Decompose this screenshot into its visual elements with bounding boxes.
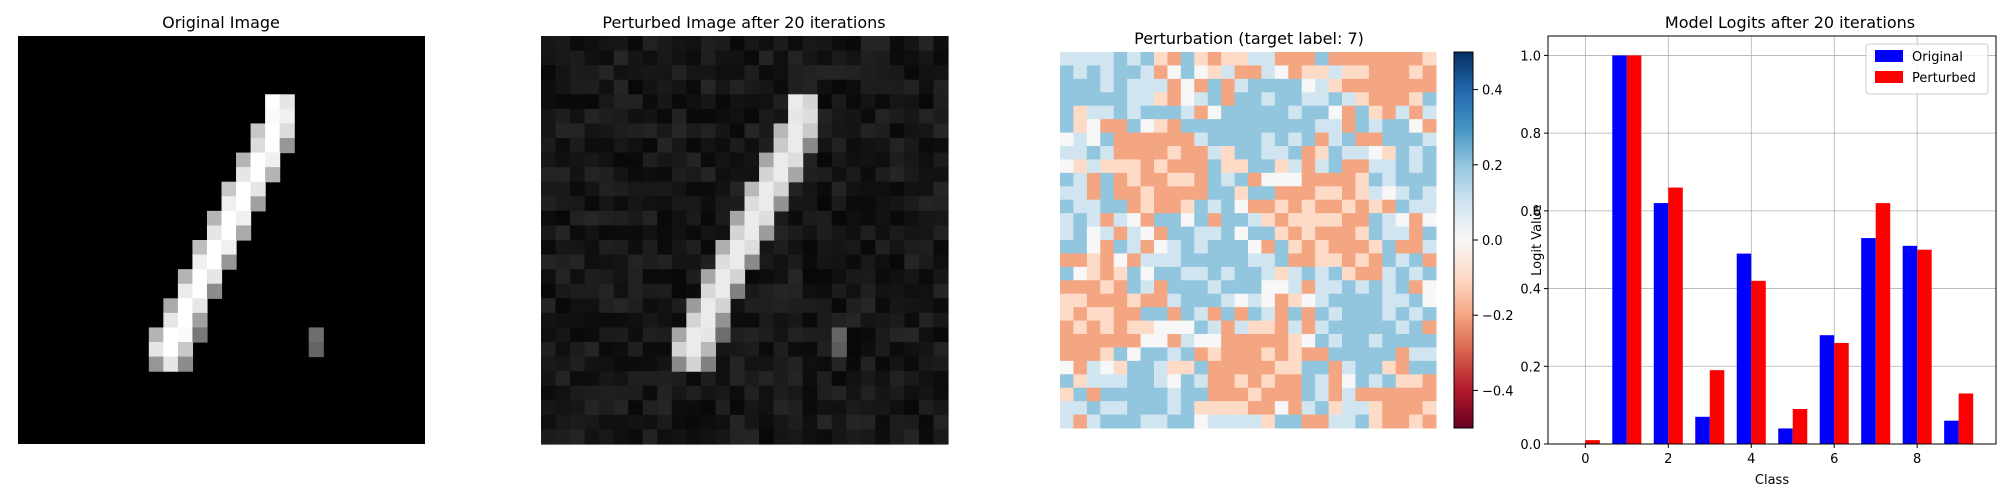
logits-chart-title: Model Logits after 20 iterations — [1665, 13, 1915, 32]
bar-perturbed-class-5 — [1792, 409, 1808, 444]
x-tick-label: 4 — [1747, 452, 1755, 467]
perturbation-title: Perturbation (target label: 7) — [1134, 29, 1364, 48]
legend-swatch-perturbed — [1875, 71, 1903, 83]
bar-original-class-1 — [1612, 55, 1627, 445]
legend-label-original: Original — [1912, 50, 1963, 65]
x-tick-label: 6 — [1830, 452, 1838, 467]
original-image-panel: Original Image — [18, 13, 425, 444]
original-digit-strokes — [148, 94, 324, 372]
bar-original-class-4 — [1736, 253, 1752, 444]
perturbed-image-panel: Perturbed Image after 20 iterations — [541, 13, 949, 445]
chart-legend: Original Perturbed — [1865, 43, 1989, 95]
bar-perturbed-class-3 — [1709, 370, 1725, 444]
bar-original-class-6 — [1819, 335, 1835, 444]
colorbar-tick-label: −0.2 — [1482, 309, 1514, 324]
bar-original-class-5 — [1778, 428, 1793, 444]
y-tick-label: 0.0 — [1520, 438, 1541, 453]
bar-original-class-2 — [1653, 203, 1669, 444]
bar-perturbed-class-4 — [1751, 280, 1766, 444]
bar-original-class-3 — [1695, 416, 1710, 444]
colorbar-tick-label: 0.0 — [1482, 234, 1503, 249]
bar-perturbed-class-0 — [1585, 440, 1600, 444]
bar-perturbed-class-2 — [1668, 187, 1683, 445]
y-tick-label: 0.4 — [1520, 283, 1541, 298]
legend-swatch-original — [1875, 50, 1903, 62]
bar-perturbed-class-9 — [1958, 393, 1974, 444]
bar-original-class-7 — [1861, 238, 1876, 444]
chart-ticks: 0.0 0.2 0.4 0.6 0.8 1.0 0 2 4 6 8 — [1520, 49, 1921, 467]
colorbar-ticks: 0.4 0.2 0.0 −0.2 −0.4 — [1473, 84, 1514, 399]
colorbar-tick-label: 0.2 — [1482, 159, 1503, 174]
perturbed-image-title: Perturbed Image after 20 iterations — [602, 13, 885, 32]
x-tick-label: 8 — [1913, 452, 1921, 467]
bar-perturbed-class-1 — [1626, 55, 1642, 445]
perturbation-heatmap — [1060, 52, 1437, 429]
original-image-title: Original Image — [162, 13, 280, 32]
colorbar — [1453, 51, 1474, 429]
perturbation-panel: Perturbation (target label: 7) 0.4 0.2 0.0… — [1060, 29, 1514, 429]
bar-perturbed-class-8 — [1917, 249, 1932, 444]
colorbar-tick-label: 0.4 — [1482, 84, 1503, 99]
chart-y-axis-label: Logit Value — [1530, 204, 1545, 276]
legend-label-perturbed: Perturbed — [1912, 71, 1976, 86]
chart-plot-frame — [1547, 35, 1997, 445]
x-tick-label: 2 — [1664, 452, 1672, 467]
y-tick-label: 1.0 — [1520, 49, 1541, 64]
colorbar-tick-label: −0.4 — [1482, 384, 1514, 399]
bar-perturbed-class-6 — [1834, 342, 1849, 444]
bar-original-class-9 — [1944, 420, 1959, 444]
x-tick-label: 0 — [1581, 452, 1589, 467]
chart-bars — [1585, 55, 1974, 445]
y-tick-label: 0.8 — [1520, 127, 1541, 142]
chart-x-axis-label: Class — [1755, 473, 1789, 488]
y-tick-label: 0.2 — [1520, 360, 1541, 375]
y-tick-label: 0.6 — [1520, 205, 1541, 220]
perturbed-digit-strokes — [671, 94, 847, 372]
bar-perturbed-class-7 — [1875, 203, 1891, 444]
logits-chart-panel: Model Logits after 20 iterations 0.00.20… — [1520, 13, 1997, 488]
bar-original-class-8 — [1902, 245, 1918, 444]
